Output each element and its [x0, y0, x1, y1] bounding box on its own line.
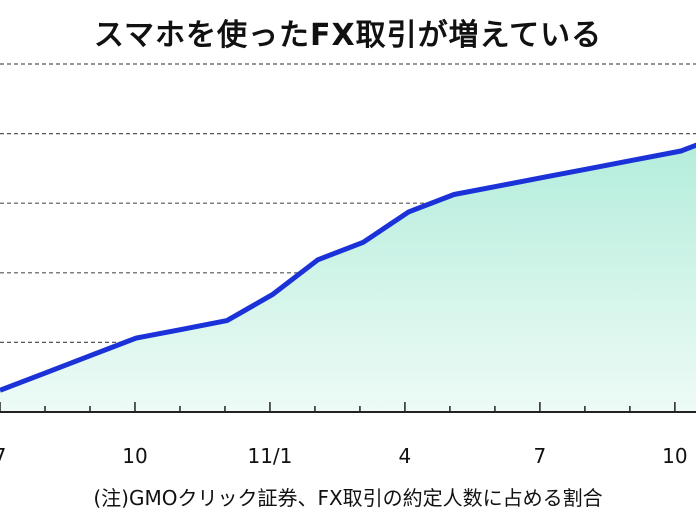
plot-area: 71011/1471012/1471013/1 [0, 63, 696, 468]
x-tick-label: 4 [399, 444, 412, 468]
x-tick-label: 10 [122, 444, 147, 468]
x-tick-label: 11/1 [247, 444, 292, 468]
chart-note: (注)GMOクリック証券、FX取引の約定人数に占める割合 [93, 486, 603, 510]
x-tick-label: 7 [0, 444, 6, 468]
series-line [0, 90, 696, 393]
x-tick-label: 7 [534, 444, 547, 468]
x-tick-label: 10 [662, 444, 687, 468]
chart-title: スマホを使ったFX取引が増えている [93, 18, 603, 53]
series-area [0, 90, 696, 412]
